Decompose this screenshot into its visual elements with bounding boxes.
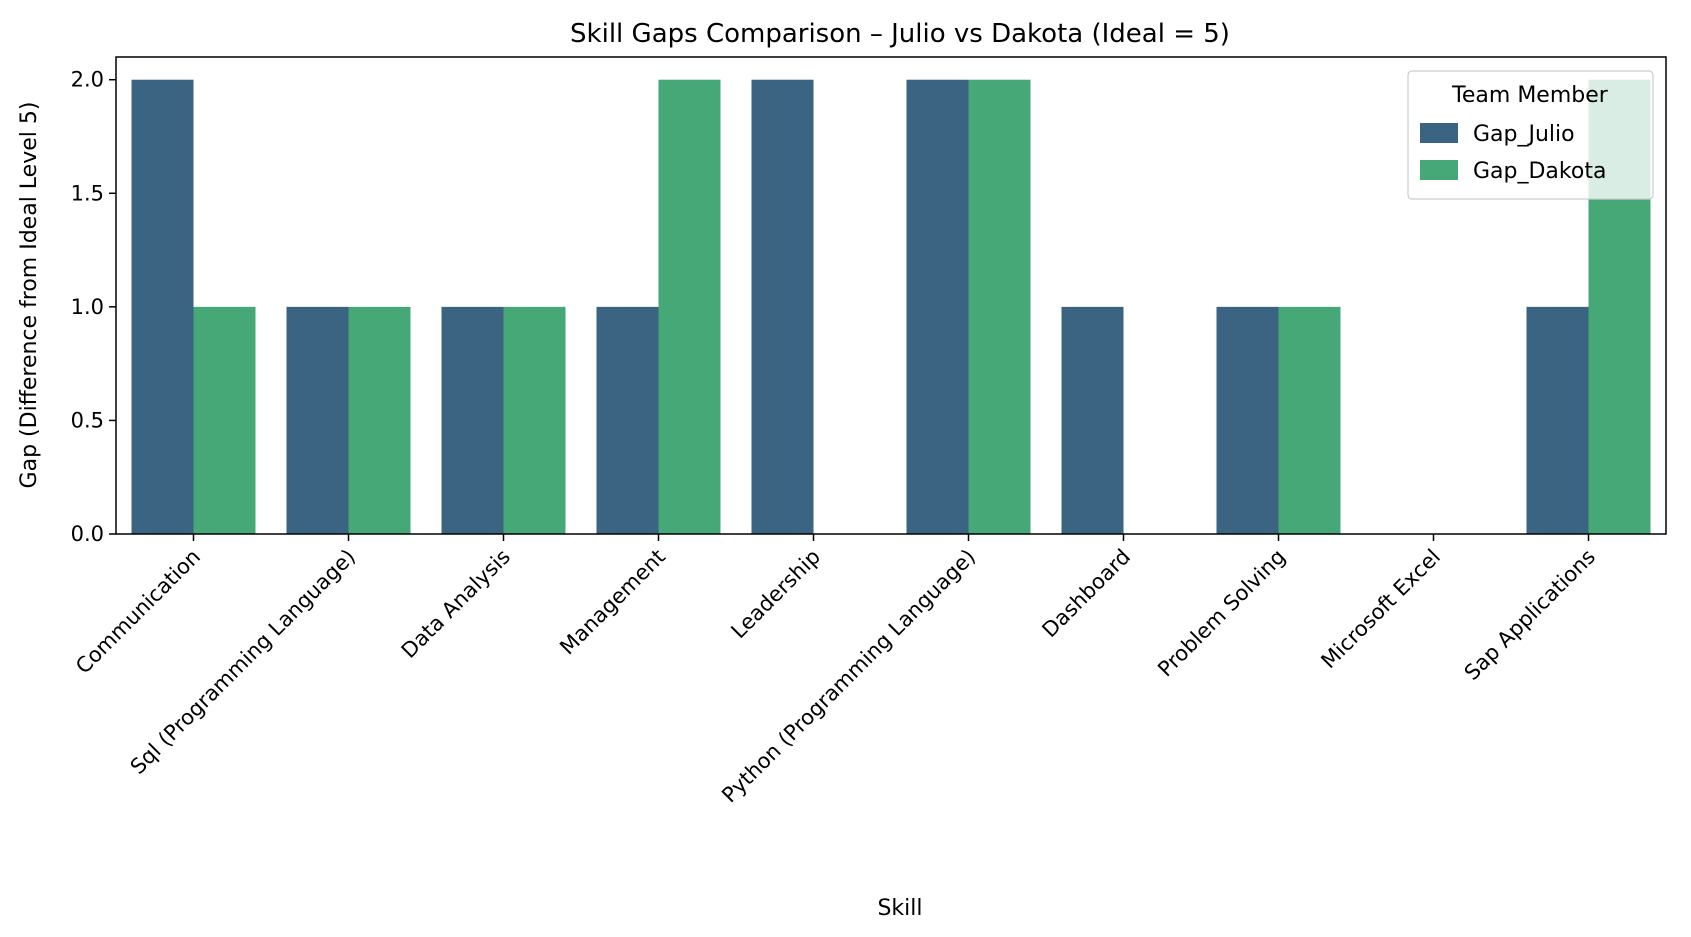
plot-frame	[115, 56, 1667, 535]
x-tick-label: Dashboard	[1037, 545, 1135, 643]
bars-layer	[131, 79, 1651, 535]
y-tick-label: 2.0	[71, 68, 104, 92]
y-tick-label: 0.5	[71, 408, 104, 432]
bar-gap-julio-1	[286, 306, 349, 534]
x-tick-label: Data Analysis	[397, 545, 515, 663]
legend-box	[1407, 70, 1654, 200]
legend-label: Gap_Julio	[1473, 122, 1575, 147]
bar-gap-dakota-3	[658, 79, 721, 535]
y-tick-label: 0.0	[71, 522, 104, 546]
bar-gap-julio-4	[751, 79, 814, 535]
x-tick-label: Microsoft Excel	[1316, 545, 1445, 674]
bar-gap-dakota-5	[968, 79, 1031, 535]
legend-items: Gap_Julio Gap_Dakota	[1420, 122, 1606, 184]
legend-title: Team Member	[1451, 83, 1609, 108]
bar-gap-dakota-0	[193, 306, 256, 534]
x-tick-label: Problem Solving	[1153, 545, 1290, 682]
y-tick-label: 1.0	[71, 295, 104, 319]
bar-gap-julio-0	[131, 79, 194, 535]
x-tick-label: Sap Applications	[1460, 545, 1600, 685]
bar-gap-dakota-2	[503, 306, 566, 534]
bar-gap-julio-2	[441, 306, 504, 534]
x-tick-label: Leadership	[726, 545, 825, 644]
bar-gap-julio-9	[1526, 306, 1589, 534]
legend-label: Gap_Dakota	[1473, 159, 1606, 184]
legend: Team Member Gap_Julio Gap_Dakota	[1407, 70, 1654, 200]
chart-title: Skill Gaps Comparison – Julio vs Dakota …	[570, 19, 1230, 49]
x-tick-label: Communication	[71, 545, 205, 679]
bar-gap-julio-6	[1061, 306, 1124, 534]
x-tick-label: Management	[555, 545, 670, 660]
x-tick-label: Python (Programming Language)	[717, 545, 980, 808]
legend-swatch-gap-julio	[1420, 123, 1458, 143]
x-axis-label: Skill	[877, 896, 922, 921]
y-axis: 0.0 0.5 1.0 1.5 2.0	[71, 68, 116, 546]
bar-gap-julio-7	[1216, 306, 1279, 534]
y-tick-label: 1.5	[71, 181, 104, 205]
bar-gap-dakota-7	[1278, 306, 1341, 534]
legend-swatch-gap-dakota	[1420, 160, 1458, 180]
bar-gap-julio-5	[906, 79, 969, 535]
y-axis-label: Gap (Difference from Ideal Level 5)	[17, 102, 42, 489]
bar-gap-julio-3	[596, 306, 659, 534]
bar-gap-dakota-1	[348, 306, 411, 534]
